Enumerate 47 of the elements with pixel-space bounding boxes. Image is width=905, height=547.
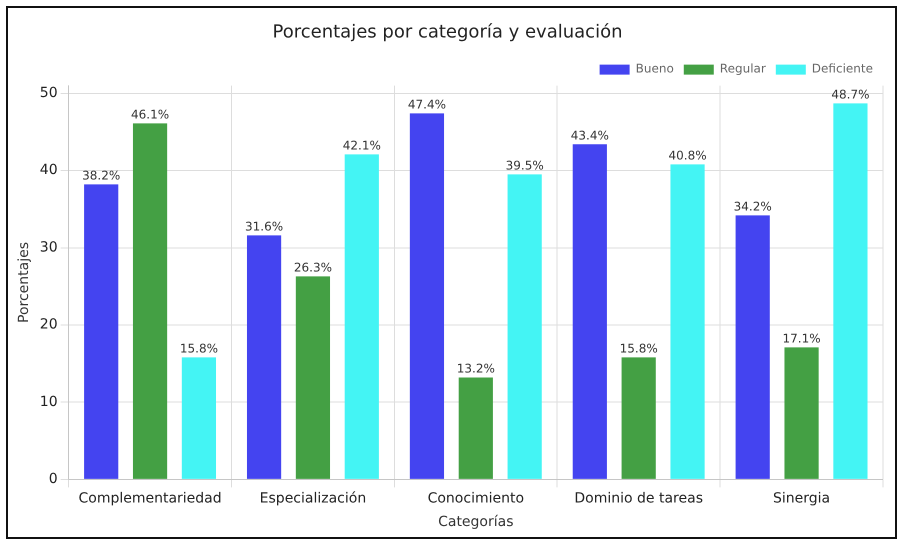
bar xyxy=(182,357,216,479)
bar xyxy=(572,144,607,479)
data-label: 31.6% xyxy=(245,220,284,234)
x-tick-label: Sinergia xyxy=(772,490,830,506)
data-label: 46.1% xyxy=(130,108,170,122)
y-axis-title: Porcentajes xyxy=(16,242,32,324)
chart-title: Porcentajes por categoría y evaluación xyxy=(272,21,622,42)
bar xyxy=(246,235,282,479)
bar xyxy=(736,215,770,479)
x-axis-title: Categorías xyxy=(438,514,514,530)
bar xyxy=(132,123,168,479)
data-label: 40.8% xyxy=(668,148,707,162)
data-label: 34.2% xyxy=(734,199,772,214)
legend-label: Regular xyxy=(720,62,766,76)
x-tick-label: Complementariedad xyxy=(78,490,222,506)
y-tick-label: 0 xyxy=(48,471,58,488)
y-tick-label: 20 xyxy=(40,316,58,333)
legend-label: Bueno xyxy=(636,62,674,76)
bar xyxy=(670,164,705,479)
legend-label: Deficiente xyxy=(812,62,874,76)
y-tick-label: 50 xyxy=(40,84,58,101)
bar xyxy=(508,174,542,479)
bar xyxy=(344,154,379,479)
y-tick-label: 10 xyxy=(40,394,58,410)
data-label: 13.2% xyxy=(456,362,495,376)
bar xyxy=(784,347,819,479)
x-tick-label: Conocimiento xyxy=(428,490,524,506)
data-label: 15.8% xyxy=(180,342,218,356)
bar xyxy=(458,377,493,479)
data-label: 43.4% xyxy=(570,128,609,142)
data-label: 39.5% xyxy=(506,158,544,173)
data-label: 47.4% xyxy=(408,98,446,112)
bar xyxy=(296,276,330,479)
data-label: 26.3% xyxy=(294,260,332,274)
y-tick-label: 30 xyxy=(40,239,58,256)
data-label: 17.1% xyxy=(782,331,821,346)
y-tick-label: 40 xyxy=(40,162,58,178)
bar xyxy=(410,113,444,479)
data-label: 38.2% xyxy=(82,168,120,183)
data-label: 15.8% xyxy=(620,342,658,356)
x-tick-label: Especialización xyxy=(260,490,366,506)
data-label: 42.1% xyxy=(342,138,381,152)
bar xyxy=(833,103,868,479)
x-tick-label: Dominio de tareas xyxy=(574,490,703,506)
data-label: 48.7% xyxy=(831,87,870,102)
bar xyxy=(84,184,118,479)
bar xyxy=(622,357,656,479)
